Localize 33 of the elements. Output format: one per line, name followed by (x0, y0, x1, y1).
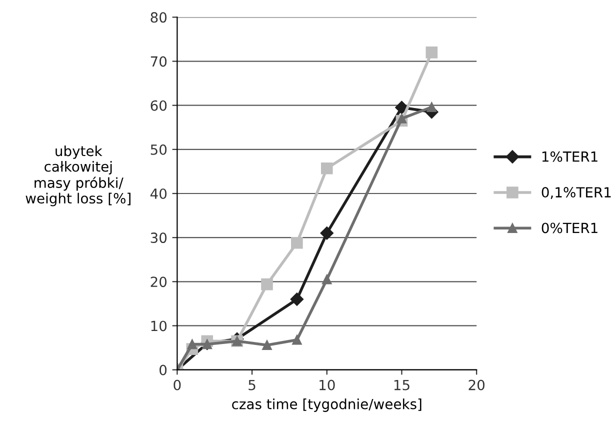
point (292, 334, 302, 345)
point (320, 162, 333, 174)
y-tick-label: 10 (151, 320, 167, 332)
x-tick-label: 15 (394, 380, 410, 390)
y-tick-label: 60 (150, 100, 167, 111)
y-axis-title: ubytek całkowitej masy próbki/ weight loss [%] (26, 145, 130, 206)
point (262, 340, 272, 350)
y-tick-label: 40 (150, 188, 167, 199)
y-tick-label: 30 (150, 232, 167, 244)
y-tick-label: 80 (150, 12, 167, 23)
x-tick-label: 20 (468, 380, 484, 390)
point (320, 226, 334, 240)
point (395, 100, 408, 114)
x-axis-title: czas time [tygodnie/weeks] (232, 398, 422, 412)
point (396, 114, 407, 124)
point (322, 274, 332, 284)
legend-label: 0,1%TER1 (542, 187, 611, 199)
point (291, 236, 303, 249)
y-tick-label: 20 (150, 276, 167, 288)
point (202, 339, 212, 350)
y-tick-label: 50 (150, 144, 167, 155)
point (426, 46, 438, 58)
x-tick-label: 5 (248, 380, 256, 390)
point (261, 278, 273, 290)
x-tick-label: 10 (320, 380, 335, 390)
x-tick-label: 0 (174, 380, 181, 390)
legend-label: 0%TER1 (542, 222, 598, 234)
legend-label: 1%TER1 (542, 151, 598, 162)
point (426, 102, 437, 112)
y-tick-label: 70 (150, 56, 167, 67)
point (290, 292, 304, 306)
point (187, 339, 198, 350)
y-tick-label: 0 (160, 364, 167, 376)
